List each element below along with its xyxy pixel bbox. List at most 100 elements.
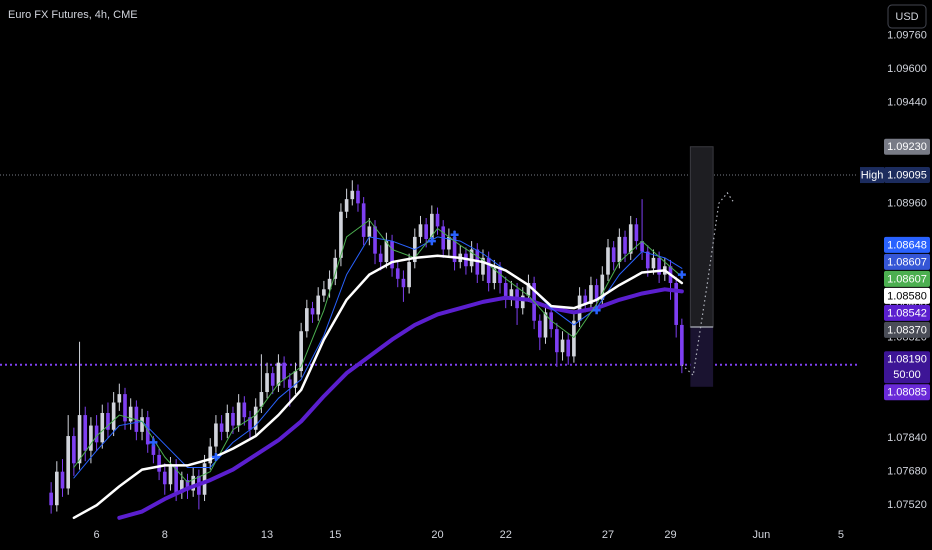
price-badge-label: 1.08607 xyxy=(887,256,927,268)
x-tick-label: 5 xyxy=(838,529,844,541)
y-tick-label: 1.09760 xyxy=(887,30,927,42)
candle-body xyxy=(83,415,88,451)
candle-body xyxy=(378,253,383,263)
candle-body xyxy=(486,257,491,284)
currency-button[interactable]: USD xyxy=(887,4,927,29)
candle-body xyxy=(72,436,76,464)
candle-body xyxy=(384,241,389,263)
x-tick-label: Jun xyxy=(753,529,771,541)
candle-body xyxy=(276,362,281,386)
candle-body xyxy=(401,278,406,288)
candle-body xyxy=(356,190,360,204)
candle-body xyxy=(208,446,213,464)
candle-body xyxy=(316,295,321,315)
candle-body xyxy=(628,224,633,254)
moving-average-line xyxy=(73,236,683,479)
signal-cross xyxy=(211,453,220,462)
candle-body xyxy=(492,268,497,284)
price-badge-label: 1.08607 xyxy=(887,273,927,285)
price-badge-label: 1.08648 xyxy=(887,239,927,251)
candle-body xyxy=(66,436,71,489)
candle-body xyxy=(435,213,440,227)
x-tick-label: 13 xyxy=(261,529,273,541)
candle-body xyxy=(373,226,377,254)
candle-body xyxy=(418,224,423,237)
plot-area xyxy=(0,146,858,520)
candle-body xyxy=(168,465,173,485)
candle-body xyxy=(481,257,485,275)
candle-body xyxy=(390,241,394,269)
candle-body xyxy=(60,471,65,489)
y-tick-label: 1.07840 xyxy=(887,432,927,444)
candle-body xyxy=(231,412,235,426)
x-tick-label: 15 xyxy=(329,529,341,541)
candle-body xyxy=(600,274,605,300)
candle-body xyxy=(214,423,218,447)
candle-body xyxy=(572,320,576,357)
candle-body xyxy=(225,412,230,432)
candle-body xyxy=(100,412,105,443)
signal-cross xyxy=(427,237,436,246)
price-badge-countdown: 50:00 xyxy=(893,369,921,381)
candle-body xyxy=(623,236,627,254)
candle-body xyxy=(498,268,502,284)
y-tick-label: 1.07680 xyxy=(887,466,927,478)
x-tick-label: 6 xyxy=(94,529,100,541)
moving-average-line xyxy=(72,254,684,520)
chart-title: Euro FX Futures, 4h, CME xyxy=(8,9,138,21)
candle-body xyxy=(543,312,548,338)
candle-body xyxy=(151,444,156,455)
x-tick-label: 29 xyxy=(664,529,676,541)
candle-body xyxy=(49,492,53,506)
candle-body xyxy=(185,480,190,491)
price-badge xyxy=(884,351,930,384)
price-badge-tag-label: High xyxy=(861,169,884,181)
candle-body xyxy=(305,308,309,332)
candle-body xyxy=(566,339,571,357)
candle-body xyxy=(253,406,258,430)
candle-body xyxy=(560,339,565,353)
candle-body xyxy=(77,415,82,464)
candle-body xyxy=(617,236,622,263)
projection-upper xyxy=(689,146,714,328)
price-axis: 1.075201.076801.078401.083201.084801.089… xyxy=(860,30,930,511)
candle-body xyxy=(680,324,684,365)
x-tick-label: 8 xyxy=(162,529,168,541)
forecast-line xyxy=(681,191,734,377)
candle-body xyxy=(407,262,411,288)
candle-body xyxy=(55,471,59,506)
price-badge xyxy=(884,138,930,155)
price-badge xyxy=(884,270,930,287)
currency-label[interactable]: USD xyxy=(895,11,918,23)
candle-body xyxy=(424,224,428,239)
price-badge xyxy=(884,236,930,253)
candle-body xyxy=(162,471,167,485)
x-tick-label: 20 xyxy=(431,529,443,541)
candle-body xyxy=(322,289,326,296)
candle-body xyxy=(191,475,196,491)
candle-body xyxy=(577,295,582,321)
candle-body xyxy=(242,402,247,418)
candle-body xyxy=(503,283,508,300)
price-badge xyxy=(884,321,930,338)
candle-body xyxy=(219,423,224,432)
candle-body xyxy=(259,392,264,407)
candle-body xyxy=(123,394,127,422)
candle-body xyxy=(651,257,656,269)
candle-body xyxy=(537,320,542,338)
candle-body xyxy=(469,249,474,267)
candle-body xyxy=(350,190,355,200)
candle-body xyxy=(282,362,286,380)
x-tick-label: 27 xyxy=(602,529,614,541)
price-badge-label: 1.09095 xyxy=(887,169,927,181)
candle-body xyxy=(520,295,525,309)
candle-body xyxy=(583,295,588,304)
candle-body xyxy=(611,247,616,263)
candle-body xyxy=(674,283,678,325)
signal-cross xyxy=(450,230,459,239)
candle-body xyxy=(509,289,514,300)
candle-body xyxy=(202,463,207,495)
currency-button-frame[interactable] xyxy=(887,4,927,29)
